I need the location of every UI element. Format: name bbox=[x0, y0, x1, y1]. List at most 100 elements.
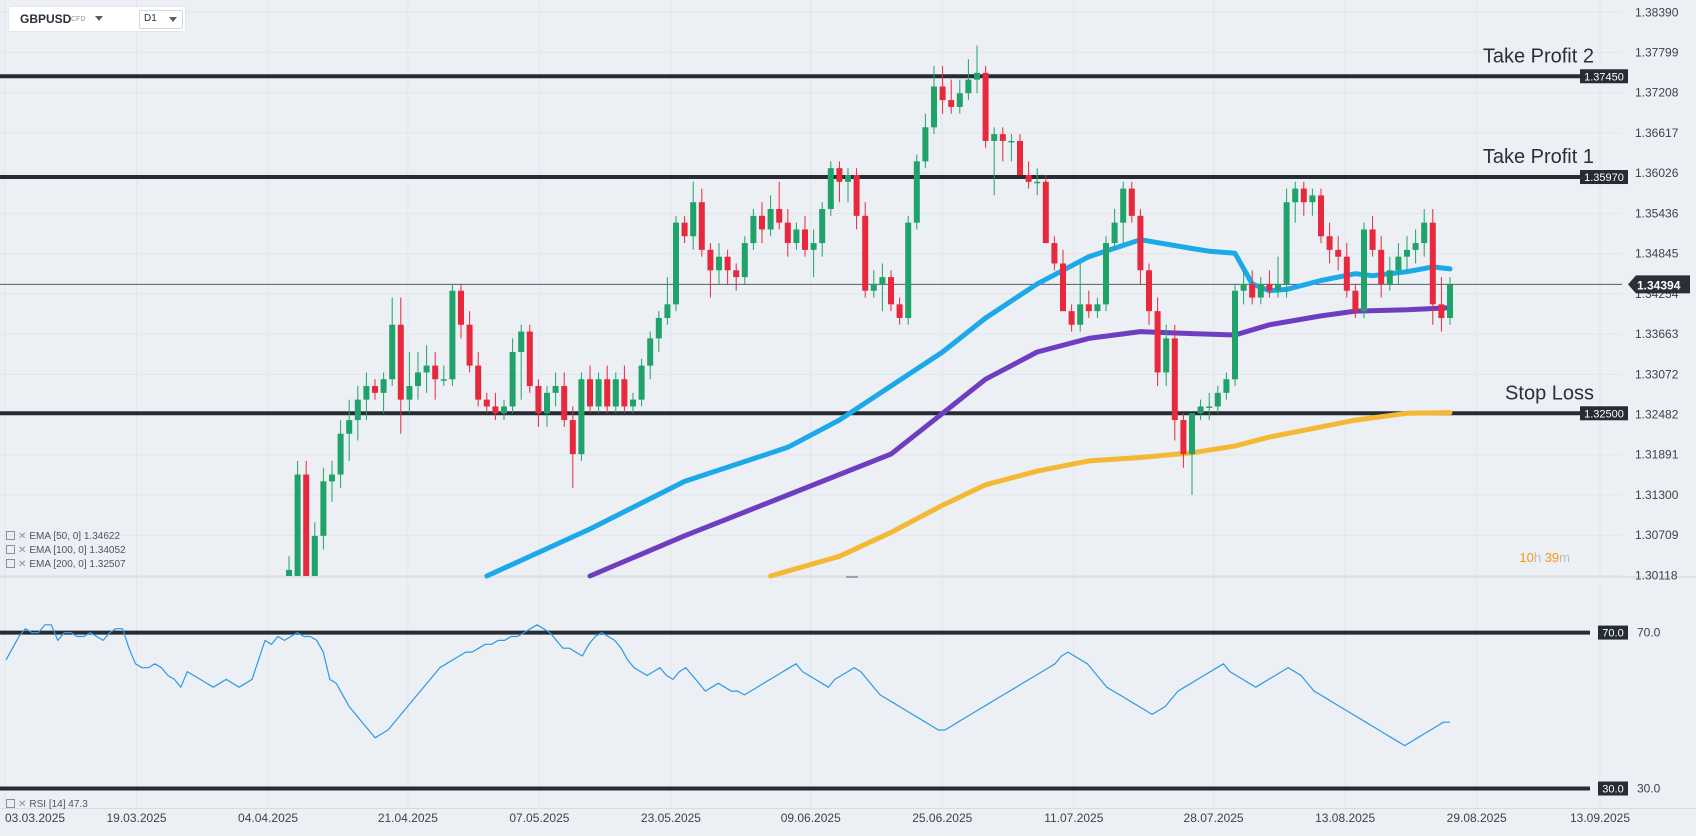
candle-body bbox=[372, 386, 378, 393]
close-icon[interactable]: ✕ bbox=[18, 799, 27, 810]
time-axis-label: 23.05.2025 bbox=[641, 811, 701, 825]
candle-body bbox=[1068, 311, 1075, 325]
candle bbox=[363, 372, 370, 421]
timeframe-select[interactable]: D1 bbox=[139, 10, 183, 29]
candle bbox=[862, 202, 869, 298]
candle-body bbox=[1137, 215, 1144, 271]
candle-body bbox=[1412, 243, 1419, 250]
symbol-selector[interactable]: GBPUSD CFD D1 bbox=[9, 7, 185, 31]
candle bbox=[956, 79, 963, 114]
current-price-label: 1.34394 bbox=[1637, 278, 1681, 292]
candle bbox=[621, 365, 628, 414]
candle-body bbox=[638, 365, 645, 400]
candle bbox=[458, 283, 464, 339]
close-icon[interactable]: ✕ bbox=[18, 545, 27, 556]
level-price-label: 1.37450 bbox=[1584, 71, 1624, 83]
candle bbox=[286, 556, 292, 576]
time-axis[interactable]: 03.03.2025 19.03.2025 04.04.2025 21.04.2025… bbox=[0, 808, 1696, 825]
candle-body bbox=[561, 386, 568, 421]
candle bbox=[311, 522, 318, 576]
candle-body bbox=[827, 168, 834, 210]
countdown-minutes: 39 bbox=[1544, 550, 1560, 565]
candle-body bbox=[544, 392, 550, 414]
candle bbox=[767, 195, 774, 237]
candle bbox=[1137, 209, 1144, 284]
candle bbox=[802, 215, 808, 257]
price-axis-label: 1.31891 bbox=[1635, 448, 1679, 462]
candle-body bbox=[999, 134, 1006, 141]
rsi-level-tag bbox=[1598, 625, 1628, 640]
candle-body bbox=[621, 379, 628, 407]
candle bbox=[337, 420, 344, 489]
candle-body bbox=[595, 379, 602, 407]
candle-body bbox=[612, 379, 619, 407]
candle-body bbox=[492, 406, 499, 414]
candle-body bbox=[1378, 249, 1385, 284]
level-name-label: Take Profit 2 bbox=[1483, 45, 1594, 67]
indicator-settings-icon[interactable] bbox=[6, 531, 15, 540]
close-icon[interactable]: ✕ bbox=[18, 531, 27, 542]
indicator-settings-icon[interactable] bbox=[6, 799, 15, 808]
candle bbox=[673, 215, 679, 312]
candle-body bbox=[466, 324, 473, 366]
candle bbox=[948, 79, 955, 114]
candle bbox=[397, 297, 404, 434]
candle bbox=[1404, 236, 1410, 271]
candle bbox=[1189, 413, 1195, 495]
level-name-label: Stop Loss bbox=[1505, 382, 1594, 404]
candle bbox=[827, 161, 834, 216]
candle-body bbox=[1266, 283, 1273, 291]
candle-body bbox=[802, 229, 808, 250]
candle-body bbox=[733, 270, 740, 278]
ema-50-legend[interactable]: ✕ EMA [50, 0] 1.34622 bbox=[6, 530, 120, 543]
candle-body bbox=[836, 168, 843, 182]
candle bbox=[913, 154, 920, 230]
rsi-legend[interactable]: ✕ RSI [14] 47.3 bbox=[6, 798, 88, 811]
candle bbox=[1386, 256, 1393, 291]
candle-body bbox=[956, 93, 963, 107]
candle bbox=[552, 372, 559, 407]
candle bbox=[544, 386, 550, 427]
ema-100-legend[interactable]: ✕ EMA [100, 0] 1.34052 bbox=[6, 544, 126, 557]
chevron-down-icon[interactable] bbox=[95, 16, 103, 21]
timeframe-value: D1 bbox=[144, 13, 157, 24]
candle-body bbox=[483, 399, 490, 407]
candle bbox=[1068, 304, 1075, 332]
candle bbox=[819, 202, 826, 257]
candle-body bbox=[1120, 188, 1127, 223]
candle bbox=[905, 215, 912, 325]
candle-body bbox=[389, 324, 396, 380]
candle bbox=[707, 243, 714, 298]
candle-body bbox=[1034, 181, 1041, 184]
pane-resize-handle[interactable] bbox=[846, 576, 858, 578]
rsi-level-tag-label: 70.0 bbox=[1602, 628, 1623, 640]
price-axis[interactable]: 1.38390 1.37799 1.37208 1.36617 1.36026 1.354… bbox=[1628, 5, 1690, 582]
indicator-settings-icon[interactable] bbox=[6, 545, 15, 554]
candle bbox=[1197, 399, 1204, 421]
candle bbox=[535, 379, 542, 427]
candle bbox=[1318, 188, 1324, 244]
candle-body bbox=[1017, 140, 1023, 175]
candle-body bbox=[759, 215, 765, 230]
candle-body bbox=[922, 127, 929, 162]
candle-body bbox=[948, 100, 955, 107]
close-icon[interactable]: ✕ bbox=[18, 559, 27, 570]
candle bbox=[1077, 263, 1084, 332]
indicator-settings-icon[interactable] bbox=[6, 559, 15, 568]
candle-body bbox=[630, 399, 636, 407]
chevron-down-icon[interactable] bbox=[169, 17, 177, 22]
candle-body bbox=[673, 222, 679, 305]
candle-body bbox=[337, 433, 344, 475]
candle bbox=[1214, 386, 1221, 414]
candle-body bbox=[1197, 406, 1204, 414]
candle bbox=[647, 331, 654, 380]
price-axis-label: 1.38390 bbox=[1635, 5, 1679, 19]
candle-body bbox=[1042, 181, 1049, 244]
candle bbox=[1060, 249, 1066, 312]
candle-body bbox=[1361, 229, 1367, 312]
candle bbox=[389, 297, 396, 387]
candle bbox=[346, 399, 353, 461]
ema-200-legend[interactable]: ✕ EMA [200, 0] 1.32507 bbox=[6, 558, 126, 571]
